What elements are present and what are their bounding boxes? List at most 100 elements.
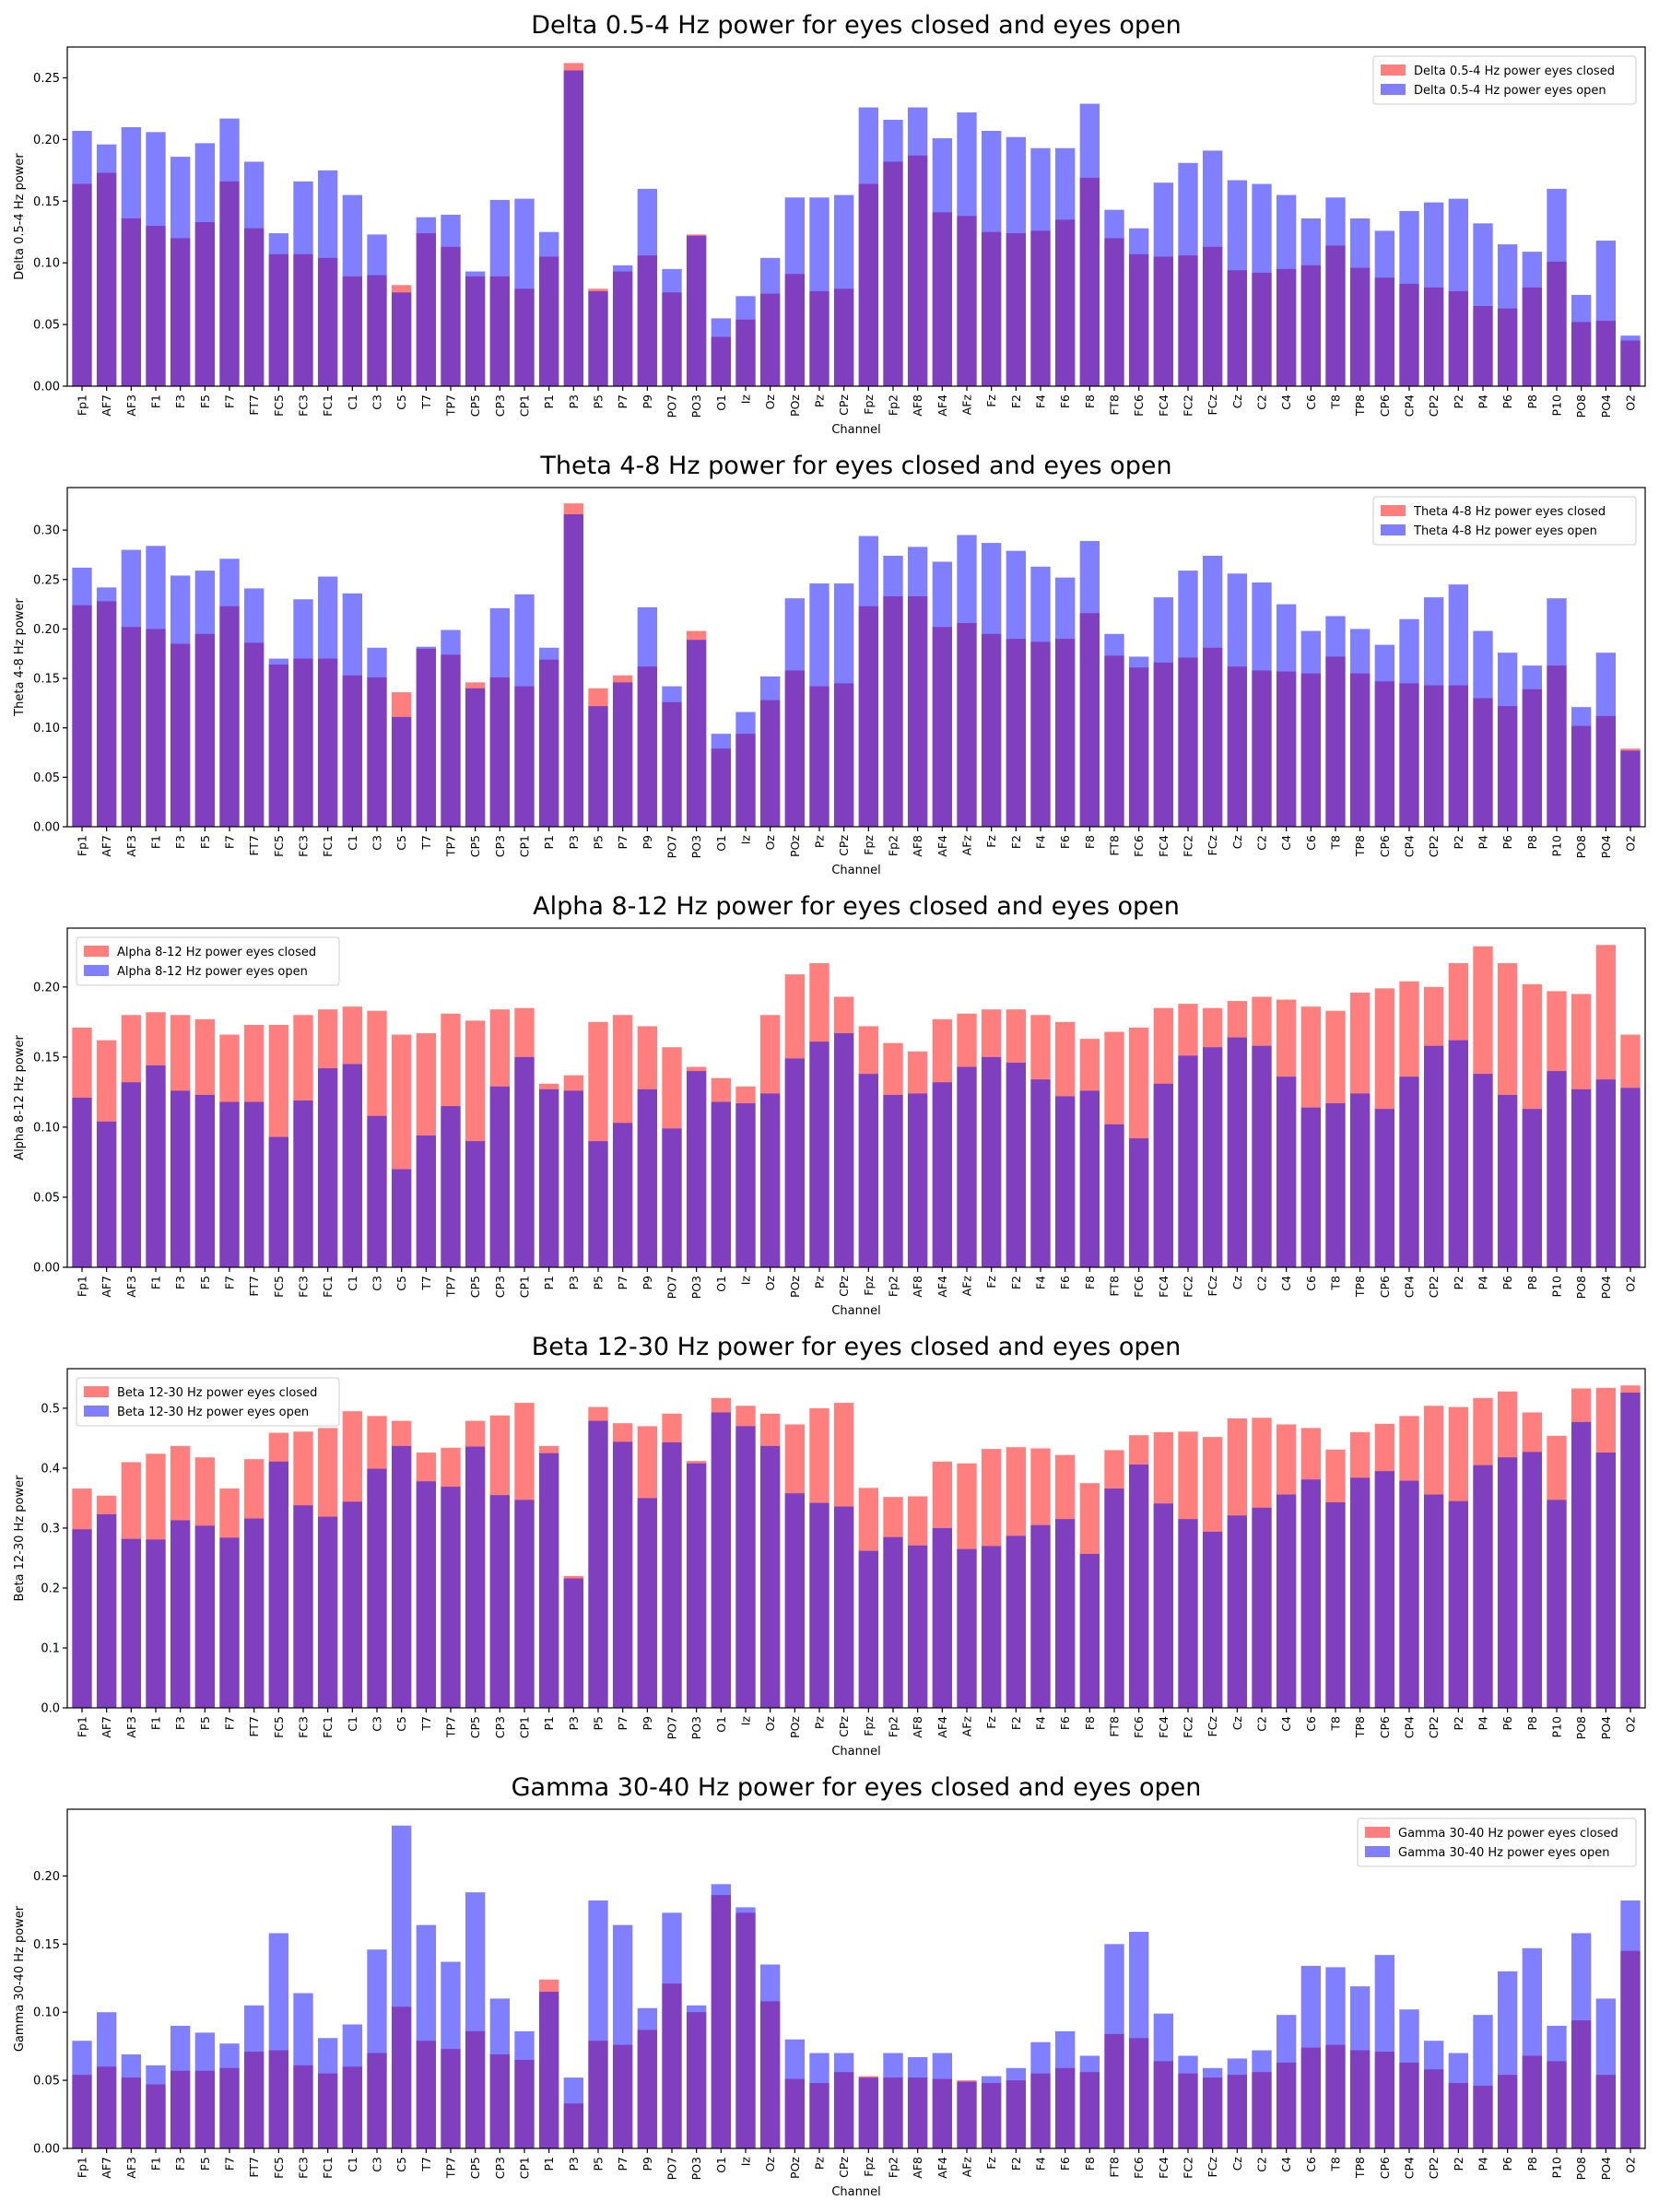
x-tick-label-FT7: FT7	[247, 2157, 261, 2178]
legend: Theta 4-8 Hz power eyes closed Theta 4-8 …	[1372, 496, 1637, 546]
x-tick-label-CP1: CP1	[518, 2157, 532, 2179]
bar-open-FT7	[244, 588, 265, 827]
y-tick-label: 0.15	[33, 1938, 60, 1952]
y-tick-label: 0.00	[33, 381, 60, 394]
bar-open-F7	[219, 559, 240, 827]
legend-label: Gamma 30-40 Hz power eyes closed	[1398, 1827, 1618, 1841]
bar-open-CP6	[1374, 644, 1394, 827]
bar-open-C2	[1252, 582, 1272, 827]
bar-open-C3	[367, 1949, 387, 2148]
x-tick-label-T7: T7	[419, 835, 433, 851]
bar-open-P7	[613, 265, 633, 386]
x-tick-label-TP7: TP7	[444, 1276, 458, 1298]
x-tick-label-C3: C3	[371, 1276, 384, 1291]
bar-open-P2	[1448, 1040, 1468, 1267]
bar-open-P6	[1498, 1457, 1518, 1708]
bar-open-F7	[219, 1537, 240, 1708]
x-tick-label-FCz: FCz	[1206, 835, 1219, 856]
x-tick-label-F3: F3	[173, 394, 187, 408]
plot-frame	[66, 487, 1646, 828]
x-tick-label-C3: C3	[371, 835, 384, 851]
bar-open-F3	[171, 157, 191, 386]
bar-open-FT8	[1104, 1124, 1124, 1267]
bar-open-AF8	[908, 547, 928, 827]
bar-open-P5	[588, 1141, 608, 1267]
y-tick-label: 0.20	[33, 623, 60, 637]
y-tick-label: 0.3	[41, 1522, 60, 1535]
x-tick-label-P10: P10	[1550, 394, 1564, 416]
y-tick-label: 0.10	[33, 2006, 60, 2020]
bar-open-F1	[146, 2065, 166, 2148]
x-tick-label-Pz: Pz	[813, 1716, 827, 1730]
y-tick-label: 0.4	[41, 1462, 60, 1476]
bar-open-Fp2	[883, 119, 903, 386]
x-tick-label-C2: C2	[1255, 394, 1269, 410]
bar-open-TP8	[1350, 1093, 1371, 1267]
y-tick-label: 0.00	[33, 2143, 60, 2157]
bar-open-F2	[1006, 1062, 1026, 1267]
x-tick-label-P7: P7	[616, 1716, 629, 1731]
x-tick-label-F5: F5	[198, 2157, 212, 2171]
y-axis-label: Theta 4-8 Hz power	[13, 598, 27, 717]
x-tick-label-P5: P5	[592, 1716, 606, 1731]
x-tick-label-CPz: CPz	[837, 394, 851, 416]
x-tick-label-P6: P6	[1500, 1716, 1514, 1731]
bar-open-F2	[1006, 550, 1026, 827]
bar-open-Fz	[982, 131, 1002, 386]
y-axis-label: Gamma 30-40 Hz power	[13, 1905, 27, 2052]
x-tick-label-CP6: CP6	[1378, 394, 1392, 417]
x-tick-label-P6: P6	[1500, 835, 1514, 850]
x-tick-label-F4: F4	[1034, 835, 1048, 849]
bar-open-AF8	[908, 2056, 928, 2148]
x-tick-label-Oz: Oz	[763, 394, 777, 410]
x-axis-label: Channel	[831, 1745, 880, 1759]
x-tick-label-AF4: AF4	[935, 1276, 949, 1298]
bar-open-C4	[1277, 604, 1297, 827]
y-tick-label: 0.20	[33, 981, 60, 994]
x-tick-label-CP3: CP3	[493, 835, 507, 857]
x-tick-label-P10: P10	[1550, 2157, 1564, 2178]
legend-label: Gamma 30-40 Hz power eyes open	[1398, 1846, 1609, 1860]
legend-box	[1372, 55, 1637, 105]
bar-open-F4	[1030, 1079, 1051, 1267]
x-tick-label-Iz: Iz	[739, 1276, 753, 1286]
bar-open-FT8	[1104, 209, 1124, 386]
x-tick-label-TP7: TP7	[444, 394, 458, 417]
x-tick-label-PO8: PO8	[1574, 1716, 1588, 1739]
x-tick-label-FC4: FC4	[1157, 835, 1171, 857]
x-tick-label-C2: C2	[1255, 835, 1269, 851]
bar-open-P10	[1547, 188, 1567, 386]
bar-open-FC2	[1178, 571, 1198, 827]
x-tick-label-P5: P5	[592, 394, 606, 409]
bar-open-Oz	[760, 1964, 781, 2148]
bar-open-F7	[219, 2043, 240, 2148]
x-tick-label-CP3: CP3	[493, 394, 507, 417]
x-tick-label-FCz: FCz	[1206, 394, 1219, 416]
legend: Alpha 8-12 Hz power eyes closed Alpha 8-1…	[76, 936, 340, 986]
bar-open-TP7	[441, 1487, 461, 1708]
x-tick-label-AFz: AFz	[960, 394, 974, 416]
x-tick-label-P8: P8	[1525, 2157, 1539, 2171]
y-tick-label: 0.25	[33, 573, 60, 587]
x-tick-label-POz: POz	[788, 1716, 802, 1738]
bar-open-P10	[1547, 1500, 1567, 1708]
x-tick-label-TP7: TP7	[444, 835, 458, 857]
x-tick-label-P3: P3	[567, 835, 581, 850]
y-tick-label: 0.1	[41, 1641, 60, 1655]
bar-open-AFz	[957, 2081, 977, 2148]
x-tick-label-P1: P1	[542, 394, 556, 409]
legend-swatch	[84, 946, 109, 957]
x-tick-label-C4: C4	[1279, 394, 1293, 410]
bar-open-P1	[539, 1453, 559, 1708]
bar-open-F6	[1055, 147, 1076, 387]
alpha-chart: Alpha 8-12 Hz power for eyes closed and …	[13, 892, 1646, 1318]
bar-open-P7	[613, 1924, 633, 2148]
legend-swatch	[1365, 1846, 1390, 1857]
x-tick-label-C4: C4	[1279, 2157, 1293, 2172]
x-tick-label-Oz: Oz	[763, 1276, 777, 1291]
bar-open-Cz	[1227, 180, 1247, 386]
bar-open-Fp2	[883, 556, 903, 827]
bar-open-Cz	[1227, 573, 1247, 827]
bar-open-FT7	[244, 1518, 265, 1708]
bar-open-CP3	[489, 1998, 510, 2148]
